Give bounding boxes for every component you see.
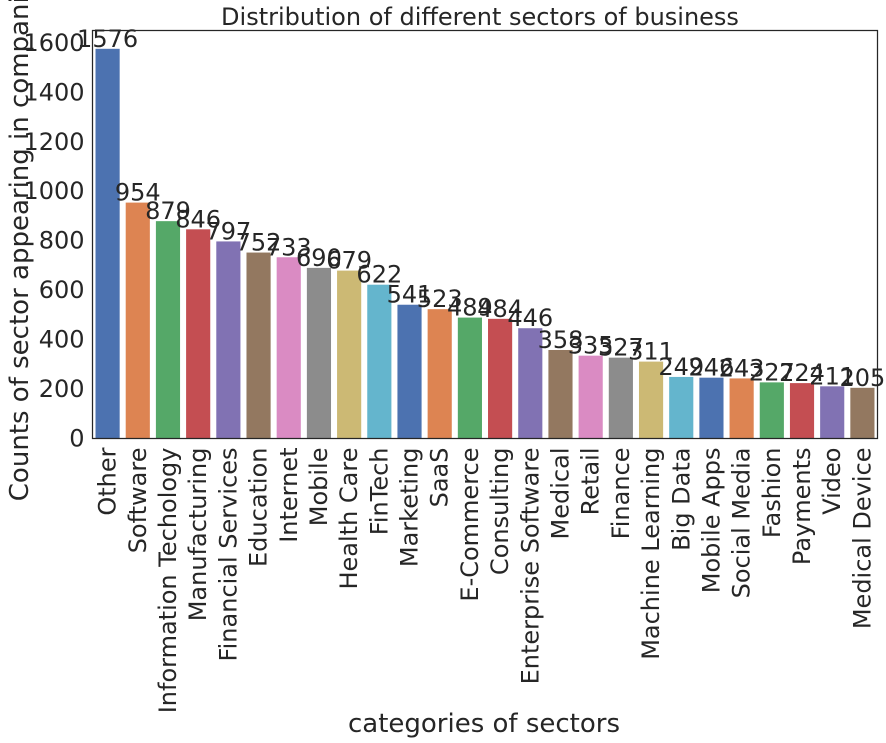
data-label: 327 [598, 334, 644, 362]
bar [246, 252, 271, 439]
x-tick-label: Mobile Apps [697, 448, 725, 594]
bar [578, 355, 603, 439]
x-tick-label: Medical [546, 448, 574, 540]
y-tick-label: 400 [39, 326, 85, 354]
x-tick-label: Social Media [728, 448, 756, 599]
data-label: 335 [568, 332, 614, 360]
data-label: 622 [356, 261, 402, 289]
x-axis-title: categories of sectors [348, 709, 620, 739]
y-tick-label: 1000 [23, 177, 84, 205]
data-label: 879 [145, 197, 191, 225]
x-tick-label: Fashion [758, 448, 786, 539]
y-tick-label: 200 [39, 375, 85, 403]
x-tick-label: Payments [788, 448, 816, 566]
data-label: 523 [417, 285, 463, 313]
bar [457, 317, 482, 439]
bar [820, 386, 845, 439]
data-label: 679 [326, 247, 372, 275]
data-label: 243 [719, 354, 765, 382]
bar [669, 376, 694, 439]
bar [548, 349, 573, 439]
bar [367, 284, 392, 439]
x-tick-label: Big Data [667, 448, 695, 551]
data-labels: 1576 954879846797752733690679622541523489… [77, 25, 885, 392]
x-tick-label: Health Care [335, 448, 363, 590]
chart-title: Distribution of different sectors of bus… [221, 3, 739, 31]
y-axis-ticks: 0 200 400 600 800 1000 1200 1400 1600 [23, 29, 84, 453]
bar [216, 241, 241, 439]
data-label: 752 [236, 229, 282, 257]
bar [276, 257, 301, 439]
data-label: 224 [779, 359, 825, 387]
data-label: 211 [809, 362, 855, 390]
x-axis-ticks: Other Software Information Techology Manufa… [94, 447, 877, 713]
data-label: 358 [538, 326, 584, 354]
bar [125, 202, 150, 439]
data-label: 797 [205, 217, 251, 245]
bar [95, 48, 120, 439]
x-tick-label: Education [245, 448, 273, 567]
x-tick-label: Software [124, 448, 152, 554]
bar [608, 357, 633, 439]
bar [789, 383, 815, 439]
x-tick-label: Mobile [305, 448, 333, 527]
x-tick-label: Video [818, 448, 846, 515]
y-tick-label: 0 [69, 425, 84, 453]
data-label: 954 [115, 179, 161, 207]
x-tick-label: Manufacturing [184, 448, 212, 622]
x-tick-label: Information Techology [154, 448, 182, 714]
bar [759, 382, 784, 439]
bars-group [95, 48, 875, 439]
data-label: 249 [658, 353, 704, 381]
x-tick-label: Retail [577, 448, 605, 516]
x-tick-label: E-Commerce [456, 448, 484, 602]
bar [488, 318, 513, 439]
x-tick-label: Marketing [396, 448, 424, 568]
bar [186, 229, 211, 439]
y-tick-label: 1400 [23, 78, 84, 106]
data-label: 733 [266, 233, 312, 261]
x-tick-label: Machine Learning [637, 448, 665, 660]
x-tick-label: Financial Services [214, 448, 242, 662]
data-label: 1576 [77, 25, 138, 53]
bar [638, 361, 664, 439]
x-tick-label: FinTech [365, 448, 393, 536]
plot-frame [91, 29, 879, 440]
data-label: 489 [447, 294, 493, 322]
x-tick-label: Consulting [486, 448, 514, 576]
bar [729, 378, 754, 439]
y-tick-label: 600 [39, 276, 85, 304]
data-label: 484 [477, 295, 523, 323]
data-label: 690 [296, 244, 342, 272]
y-tick-label: 1200 [23, 128, 84, 156]
y-tick-label: 800 [39, 227, 85, 255]
bar [427, 309, 452, 439]
data-label: 227 [749, 358, 795, 386]
data-label: 311 [628, 338, 674, 366]
data-label: 541 [387, 281, 433, 309]
x-tick-label: Other [94, 447, 122, 515]
bar [306, 267, 332, 439]
x-tick-label: Finance [607, 448, 635, 540]
x-tick-label: Enterprise Software [516, 448, 544, 685]
y-axis-title: Counts of sector appearing in companies [5, 0, 35, 501]
data-label: 246 [689, 354, 735, 382]
data-label: 205 [839, 364, 885, 392]
x-tick-label: SaaS [426, 448, 454, 508]
bar [850, 387, 875, 439]
data-label: 446 [507, 304, 553, 332]
bar [518, 328, 543, 439]
data-label: 846 [175, 205, 221, 233]
y-tick-label: 1600 [23, 29, 84, 57]
x-tick-label: Internet [275, 448, 303, 543]
bar [337, 270, 362, 439]
bar [699, 377, 724, 439]
bar [397, 304, 422, 439]
x-tick-label: Medical Device [848, 448, 876, 630]
bar [155, 221, 181, 439]
